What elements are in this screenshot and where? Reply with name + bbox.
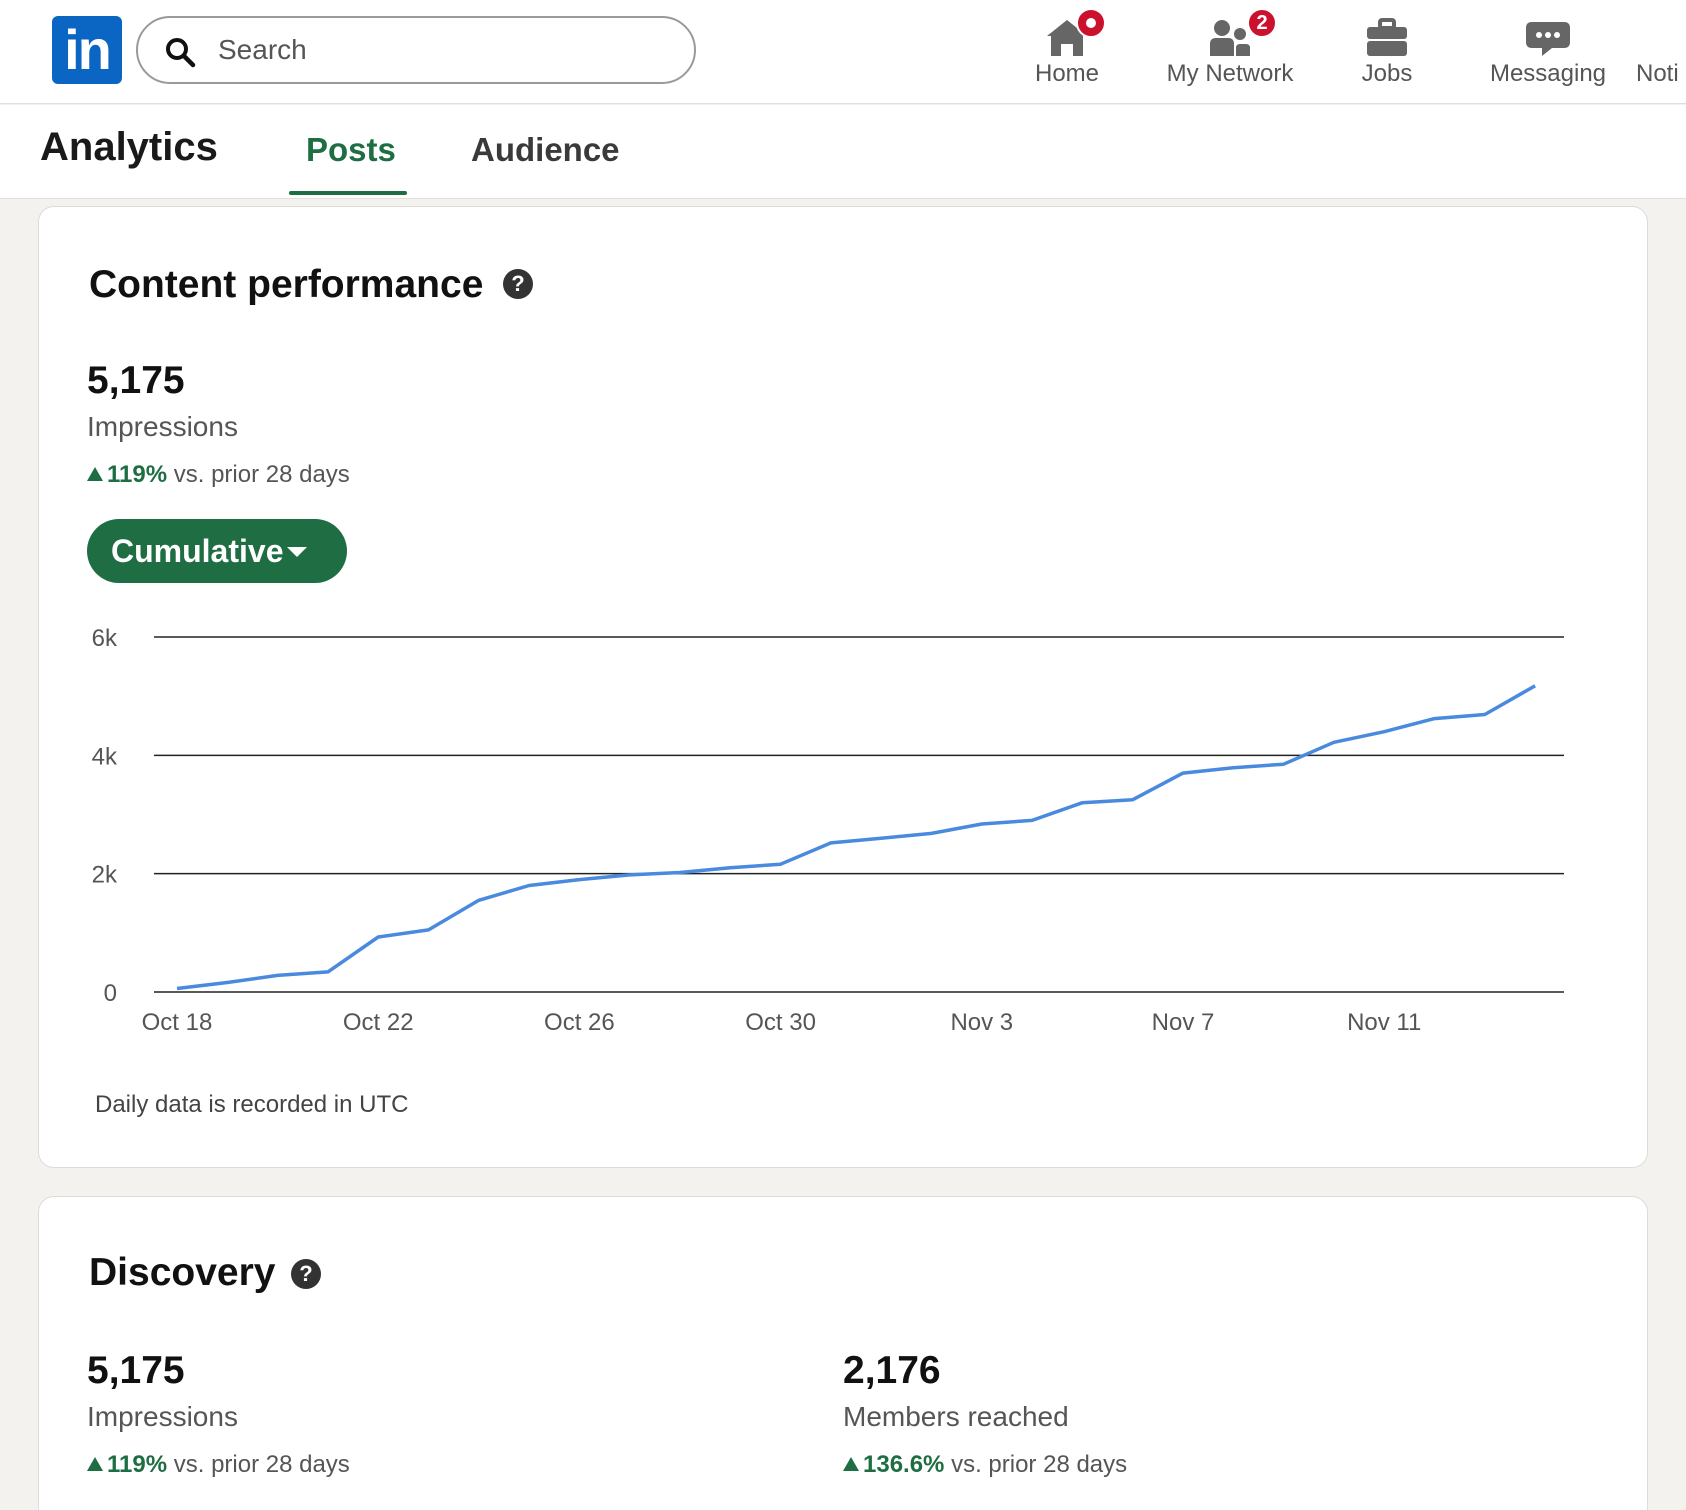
search-input[interactable] <box>218 28 658 72</box>
analytics-subnav: Analytics Posts Audience <box>0 105 1686 199</box>
impressions-delta: 119% vs. prior 28 days <box>87 461 350 489</box>
x-tick-label: Nov 11 <box>1347 1009 1421 1036</box>
utc-note: Daily data is recorded in UTC <box>95 1091 409 1118</box>
caret-down-icon <box>287 547 307 557</box>
x-tick-label: Oct 22 <box>343 1009 414 1036</box>
discovery-impressions-delta-pct: 119% <box>107 1451 168 1478</box>
tab-audience[interactable]: Audience <box>471 131 620 168</box>
y-tick-label: 2k <box>92 862 118 889</box>
linkedin-logo[interactable]: in <box>52 16 122 84</box>
nav-home[interactable]: Home <box>1022 8 1112 94</box>
impressions-series-line[interactable] <box>176 684 1536 991</box>
cumulative-dropdown-button[interactable]: Cumulative <box>87 519 347 583</box>
trend-up-icon <box>843 1457 859 1471</box>
members-reached-value: 2,176 <box>843 1349 941 1392</box>
trend-up-icon <box>87 1457 103 1471</box>
y-tick-label: 0 <box>104 980 117 1007</box>
x-tick-label: Oct 26 <box>544 1009 615 1036</box>
search-box[interactable] <box>136 16 696 84</box>
help-icon[interactable]: ? <box>503 269 533 299</box>
discovery-card: Discovery ? 5,175 Impressions 119% vs. p… <box>38 1196 1648 1510</box>
impressions-line-chart: 0 2k 4k 6k Oct 18 Oct 22 Oct 26 Oct 30 Nov 3 Nov … <box>92 625 1564 1036</box>
discovery-title: Discovery <box>89 1251 276 1294</box>
help-icon[interactable]: ? <box>291 1259 321 1289</box>
members-reached-delta: 136.6% vs. prior 28 days <box>843 1451 1127 1479</box>
page-title: Analytics <box>40 125 218 169</box>
tab-posts[interactable]: Posts <box>306 131 396 168</box>
discovery-impressions-value: 5,175 <box>87 1349 185 1392</box>
network-notification-badge: 2 <box>1247 8 1277 38</box>
content-performance-title: Content performance <box>89 263 484 306</box>
y-tick-label: 4k <box>92 743 118 770</box>
x-tick-label: Nov 7 <box>1152 1009 1215 1036</box>
nav-jobs[interactable]: Jobs <box>1345 10 1429 94</box>
active-tab-indicator <box>289 191 407 195</box>
impressions-delta-text: vs. prior 28 days <box>173 461 350 488</box>
impressions-value: 5,175 <box>87 359 185 402</box>
discovery-impressions-label: Impressions <box>87 1401 238 1432</box>
x-tick-label: Oct 18 <box>142 1009 213 1036</box>
content-performance-card: Content performance ? 5,175 Impressions … <box>38 206 1648 1168</box>
search-icon <box>166 38 196 68</box>
x-tick-label: Nov 3 <box>950 1009 1013 1036</box>
nav-notifications[interactable]: Noti <box>1636 10 1686 94</box>
briefcase-icon <box>1367 18 1407 56</box>
members-reached-label: Members reached <box>843 1401 1069 1432</box>
members-reached-delta-text: vs. prior 28 days <box>951 1451 1128 1478</box>
top-navigation: in Home 2 My Network Jobs <box>0 0 1686 104</box>
y-tick-label: 6k <box>92 625 118 652</box>
x-tick-label: Oct 30 <box>745 1009 816 1036</box>
network-icon <box>1210 20 1250 56</box>
discovery-impressions-delta-text: vs. prior 28 days <box>173 1451 350 1478</box>
members-reached-delta-pct: 136.6% <box>863 1451 945 1478</box>
impressions-delta-pct: 119% <box>107 461 168 488</box>
discovery-impressions-delta: 119% vs. prior 28 days <box>87 1451 350 1479</box>
nav-notifications-label: Noti <box>1636 60 1679 87</box>
nav-home-label: Home <box>1034 60 1100 87</box>
nav-my-network-label: My Network <box>1166 60 1294 87</box>
trend-up-icon <box>87 467 103 481</box>
impressions-label: Impressions <box>87 411 238 442</box>
home-notification-dot <box>1076 8 1106 38</box>
nav-messaging[interactable]: Messaging <box>1486 10 1610 94</box>
nav-my-network[interactable]: 2 My Network <box>1155 8 1305 94</box>
cumulative-label: Cumulative <box>111 532 284 569</box>
chat-icon <box>1526 22 1570 56</box>
nav-jobs-label: Jobs <box>1361 60 1413 87</box>
nav-messaging-label: Messaging <box>1489 60 1607 87</box>
